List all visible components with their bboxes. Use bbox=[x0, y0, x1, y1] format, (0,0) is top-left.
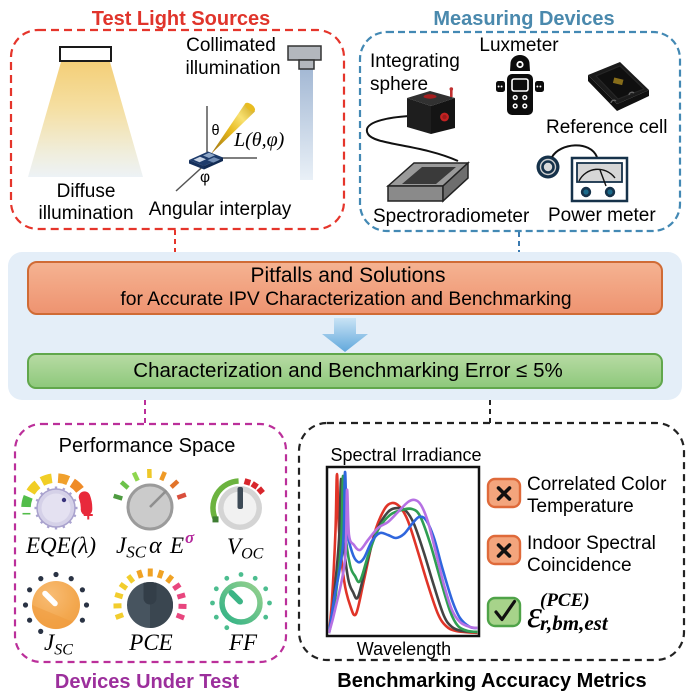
svg-text:ε: ε bbox=[527, 594, 542, 636]
svg-text:(PCE): (PCE) bbox=[540, 590, 590, 611]
svg-text:φ: φ bbox=[200, 169, 210, 186]
svg-text:E: E bbox=[169, 533, 184, 558]
svg-text:sphere: sphere bbox=[370, 74, 428, 95]
svg-text:Coincidence: Coincidence bbox=[527, 555, 632, 576]
svg-text:EQE(λ): EQE(λ) bbox=[25, 533, 96, 558]
svg-text:JSC: JSC bbox=[44, 630, 73, 659]
svg-text:Characterization and Benchmark: Characterization and Benchmarking Error … bbox=[133, 359, 562, 382]
svg-text:JSC: JSC bbox=[116, 533, 147, 562]
svg-text:Devices Under Test: Devices Under Test bbox=[55, 671, 239, 693]
svg-text:r,bm,est: r,bm,est bbox=[540, 611, 609, 635]
svg-text:Power meter: Power meter bbox=[548, 205, 656, 226]
svg-text:Correlated Color: Correlated Color bbox=[527, 474, 667, 495]
svg-text:–: – bbox=[22, 505, 31, 522]
svg-text:Pitfalls and Solutions: Pitfalls and Solutions bbox=[251, 264, 446, 287]
svg-text:illumination: illumination bbox=[38, 203, 133, 224]
svg-text:Temperature: Temperature bbox=[527, 496, 634, 517]
svg-text:Spectral Irradiance: Spectral Irradiance bbox=[330, 445, 481, 465]
svg-text:Measuring Devices: Measuring Devices bbox=[433, 8, 614, 30]
svg-text:Benchmarking Accuracy Metrics: Benchmarking Accuracy Metrics bbox=[337, 670, 646, 692]
svg-text:for Accurate IPV Characterizat: for Accurate IPV Characterization and Be… bbox=[120, 289, 571, 310]
svg-text:L(θ,φ): L(θ,φ) bbox=[233, 129, 285, 151]
svg-text:Performance Space: Performance Space bbox=[59, 435, 236, 457]
svg-text:Diffuse: Diffuse bbox=[57, 181, 116, 202]
svg-text:VOC: VOC bbox=[227, 534, 264, 563]
svg-text:Integrating: Integrating bbox=[370, 51, 460, 72]
svg-text:α: α bbox=[149, 533, 162, 559]
svg-text:σ: σ bbox=[185, 528, 195, 547]
svg-text:Test Light Sources: Test Light Sources bbox=[92, 8, 271, 30]
svg-text:Collimated: Collimated bbox=[186, 35, 276, 56]
svg-text:Spectroradiometer: Spectroradiometer bbox=[373, 206, 530, 227]
svg-text:illumination: illumination bbox=[185, 58, 280, 79]
svg-text:Indoor Spectral: Indoor Spectral bbox=[527, 533, 656, 554]
svg-text:θ: θ bbox=[212, 123, 220, 139]
svg-text:Luxmeter: Luxmeter bbox=[479, 35, 559, 56]
svg-text:+: + bbox=[83, 505, 94, 525]
svg-text:Angular interplay: Angular interplay bbox=[149, 199, 292, 220]
svg-text:PCE: PCE bbox=[128, 630, 172, 655]
svg-text:FF: FF bbox=[228, 630, 258, 655]
svg-text:Wavelength: Wavelength bbox=[357, 639, 451, 659]
svg-text:Reference cell: Reference cell bbox=[546, 117, 667, 138]
